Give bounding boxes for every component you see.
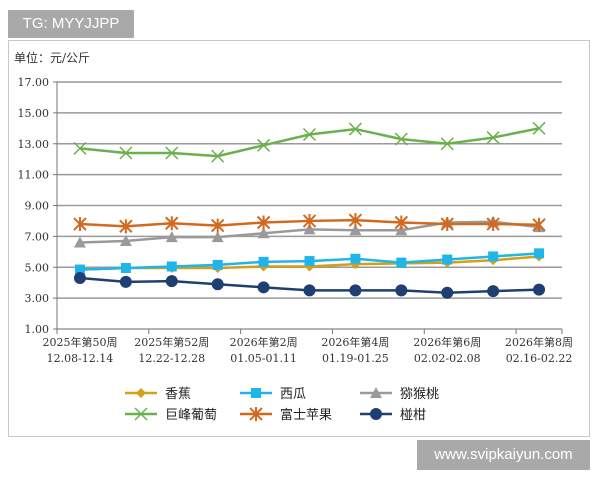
data-point-5-1 bbox=[119, 275, 132, 288]
data-point-5-4 bbox=[257, 281, 270, 294]
data-point-5-5 bbox=[303, 284, 316, 297]
data-point-3-5 bbox=[302, 127, 317, 142]
data-point-4-1 bbox=[119, 219, 133, 234]
data-point-2-3 bbox=[211, 231, 224, 243]
data-point-4-4 bbox=[256, 215, 271, 230]
chart-frame bbox=[8, 40, 590, 437]
y-tick-label: 1.00 bbox=[25, 323, 50, 336]
data-point-1-0 bbox=[74, 264, 85, 275]
legend-label-2: 猕猴桃 bbox=[400, 387, 439, 402]
legend-label-1: 西瓜 bbox=[280, 387, 306, 402]
legend-label-3: 巨峰葡萄 bbox=[165, 408, 217, 423]
data-point-1-8 bbox=[442, 254, 453, 265]
data-point-1-4 bbox=[258, 256, 269, 267]
x-tick-label-range: 02.02-02.08 bbox=[414, 352, 481, 365]
data-point-4-6 bbox=[348, 213, 363, 228]
data-point-1-6 bbox=[350, 253, 361, 264]
data-point-4-7 bbox=[394, 215, 409, 230]
data-point-4-10 bbox=[532, 217, 546, 232]
data-point-5-10 bbox=[533, 283, 546, 296]
data-point-4-5 bbox=[302, 213, 317, 228]
legend-marker-5 bbox=[370, 408, 382, 420]
legend-marker-2 bbox=[370, 387, 382, 398]
data-point-1-9 bbox=[488, 251, 499, 262]
legend-marker-1 bbox=[251, 388, 261, 398]
y-tick-label: 17.00 bbox=[18, 76, 50, 89]
data-point-2-4 bbox=[257, 227, 270, 239]
watermark-top: TG: MYYJJPP bbox=[8, 10, 134, 38]
x-tick-label: 2026年第4周 bbox=[321, 335, 389, 349]
y-tick-label: 11.00 bbox=[18, 169, 50, 182]
x-tick-label: 2026年第8周 bbox=[505, 335, 573, 349]
data-point-4-0 bbox=[73, 217, 87, 232]
data-point-3-10 bbox=[532, 121, 546, 135]
x-tick-label: 2026年第6周 bbox=[413, 335, 481, 349]
x-tick-label-range: 02.16-02.22 bbox=[506, 352, 573, 365]
x-tick-label: 2025年第50周 bbox=[42, 335, 117, 349]
data-point-2-5 bbox=[303, 223, 316, 235]
legend-label-0: 香蕉 bbox=[165, 387, 191, 402]
data-point-1-3 bbox=[212, 259, 223, 270]
x-tick-label-range: 12.22-12.28 bbox=[138, 352, 205, 365]
x-tick-label-range: 12.08-12.14 bbox=[47, 352, 114, 365]
data-point-5-0 bbox=[73, 272, 86, 285]
data-point-5-7 bbox=[395, 284, 408, 297]
legend-label-5: 椪柑 bbox=[400, 408, 426, 423]
data-point-1-2 bbox=[166, 261, 177, 272]
y-tick-label: 7.00 bbox=[25, 230, 50, 243]
y-tick-label: 15.00 bbox=[18, 107, 50, 120]
data-point-5-6 bbox=[349, 284, 362, 297]
data-point-2-0 bbox=[73, 236, 86, 248]
x-tick-label: 2025年第52周 bbox=[134, 335, 209, 349]
y-tick-label: 9.00 bbox=[25, 200, 50, 213]
legend-marker-0 bbox=[136, 388, 146, 398]
x-tick-label-range: 01.19-01.25 bbox=[322, 352, 389, 365]
data-point-3-4 bbox=[257, 138, 271, 152]
data-point-2-2 bbox=[165, 231, 178, 243]
data-point-3-1 bbox=[119, 146, 133, 160]
legend-marker-3 bbox=[134, 407, 148, 421]
data-point-2-6 bbox=[349, 224, 362, 236]
data-point-1-1 bbox=[120, 263, 131, 274]
watermark-bottom: www.svipkaiyun.com bbox=[417, 440, 590, 470]
y-tick-label: 5.00 bbox=[25, 261, 50, 274]
data-point-3-0 bbox=[73, 141, 87, 155]
x-tick-label-range: 01.05-01.11 bbox=[230, 352, 297, 365]
data-point-3-2 bbox=[165, 146, 179, 160]
x-tick-label: 2026年第2周 bbox=[230, 335, 298, 349]
series-line-3 bbox=[79, 127, 540, 158]
data-point-5-2 bbox=[165, 275, 178, 288]
data-point-2-1 bbox=[119, 235, 132, 247]
data-point-4-3 bbox=[210, 218, 225, 233]
data-point-3-9 bbox=[486, 131, 500, 145]
data-point-3-8 bbox=[440, 137, 454, 151]
data-point-5-3 bbox=[211, 278, 224, 291]
data-point-5-8 bbox=[441, 286, 454, 299]
data-point-5-9 bbox=[487, 285, 500, 298]
data-point-1-7 bbox=[396, 257, 407, 268]
data-point-3-3 bbox=[211, 149, 225, 163]
legend-marker-4 bbox=[249, 407, 263, 421]
legend-label-4: 富士苹果 bbox=[280, 407, 332, 423]
data-point-2-7 bbox=[395, 224, 408, 236]
data-point-4-8 bbox=[440, 217, 454, 232]
data-point-1-5 bbox=[304, 256, 315, 267]
data-point-4-2 bbox=[165, 216, 179, 231]
unit-label: 单位：元/公斤 bbox=[14, 50, 90, 65]
data-point-4-9 bbox=[486, 217, 500, 232]
data-point-3-7 bbox=[394, 132, 408, 146]
y-tick-label: 13.00 bbox=[18, 138, 50, 151]
data-point-3-6 bbox=[348, 122, 362, 136]
data-point-1-10 bbox=[534, 248, 545, 259]
y-tick-label: 3.00 bbox=[25, 292, 50, 305]
